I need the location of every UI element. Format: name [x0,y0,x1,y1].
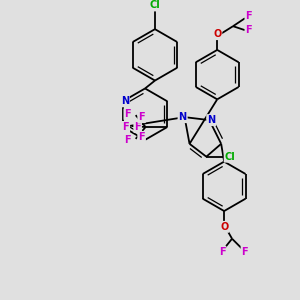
Text: F: F [242,247,248,256]
Text: Cl: Cl [225,152,236,162]
Text: N: N [178,112,187,122]
Text: F: F [138,132,145,142]
Text: F: F [219,247,226,256]
Text: O: O [220,222,228,232]
Text: F: F [138,112,145,122]
Text: F: F [124,109,131,119]
Text: F: F [134,122,141,132]
Text: N: N [121,122,129,132]
Text: N: N [207,115,215,125]
Text: O: O [213,29,221,39]
Text: N: N [121,96,129,106]
Text: F: F [245,11,252,21]
Text: F: F [124,135,131,145]
Text: F: F [122,122,129,132]
Text: F: F [245,25,252,35]
Text: Cl: Cl [150,0,160,11]
